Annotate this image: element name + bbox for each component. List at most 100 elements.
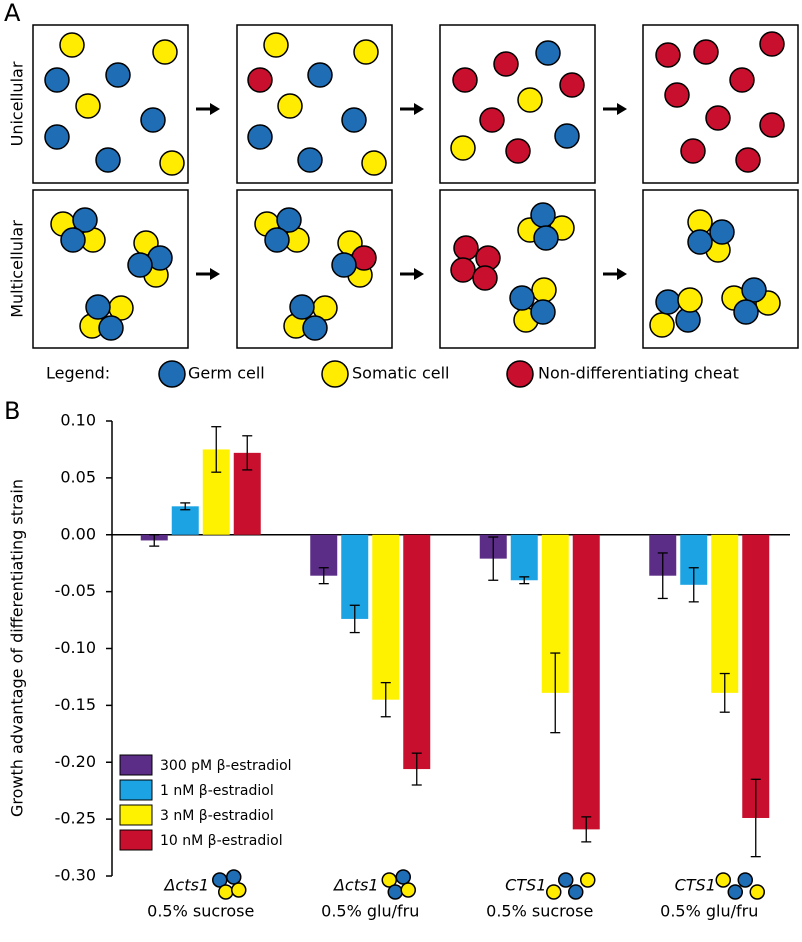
cell bbox=[140, 107, 166, 133]
box bbox=[32, 189, 189, 349]
y-tick-label: 0.05 bbox=[60, 467, 96, 486]
cell bbox=[677, 287, 703, 313]
legend-label: 3 nM β-estradiol bbox=[160, 808, 274, 824]
x-tick-label: CTS1 bbox=[675, 876, 716, 895]
bar bbox=[372, 534, 400, 700]
cell bbox=[517, 87, 543, 113]
legend-item: Somatic cell bbox=[352, 364, 449, 383]
box bbox=[439, 189, 596, 349]
y-tick-label: 0.10 bbox=[60, 411, 96, 430]
cell bbox=[247, 124, 273, 150]
legend-item: Non-differentiating cheat bbox=[538, 364, 739, 383]
y-tick-label: 0.00 bbox=[60, 524, 96, 543]
cell bbox=[554, 123, 580, 149]
cell bbox=[264, 227, 290, 253]
cell bbox=[733, 299, 759, 325]
cell bbox=[400, 882, 416, 898]
cell bbox=[729, 67, 755, 93]
cell bbox=[72, 207, 98, 233]
x-tick-sublabel: 0.5% sucrose bbox=[147, 902, 254, 921]
panel-label: A bbox=[4, 0, 21, 27]
cell bbox=[341, 107, 367, 133]
cell bbox=[472, 265, 498, 291]
cell bbox=[247, 67, 273, 93]
cell bbox=[493, 51, 519, 77]
cell bbox=[387, 884, 403, 900]
cell bbox=[693, 39, 719, 65]
cell bbox=[361, 150, 387, 176]
x-tick-label: Δcts1 bbox=[332, 876, 379, 895]
bar bbox=[572, 534, 600, 830]
x-tick-sublabel: 0.5% glu/fru bbox=[660, 902, 758, 921]
cell bbox=[85, 294, 111, 320]
y-tick-label: -0.15 bbox=[55, 695, 96, 714]
arrow-head bbox=[414, 268, 424, 280]
y-tick-label: -0.20 bbox=[55, 752, 96, 771]
y-tick-label: -0.10 bbox=[55, 638, 96, 657]
bar bbox=[403, 534, 431, 770]
cell bbox=[479, 107, 505, 133]
arrow-head bbox=[617, 268, 627, 280]
cell bbox=[331, 252, 357, 278]
legend-swatch bbox=[119, 754, 153, 776]
cell bbox=[530, 299, 556, 325]
cell bbox=[727, 884, 743, 900]
cell bbox=[735, 147, 761, 173]
x-tick-sublabel: 0.5% sucrose bbox=[486, 902, 593, 921]
cell bbox=[452, 67, 478, 93]
cell bbox=[395, 869, 411, 885]
bar bbox=[742, 534, 770, 818]
cell bbox=[297, 147, 323, 173]
cell bbox=[505, 138, 531, 164]
cell bbox=[276, 207, 302, 233]
y-axis-title: Growth advantage of differentiating stra… bbox=[8, 479, 27, 817]
cell bbox=[687, 229, 713, 255]
x-tick-sublabel: 0.5% glu/fru bbox=[321, 902, 419, 921]
cell bbox=[75, 93, 101, 119]
cell bbox=[277, 93, 303, 119]
cell bbox=[530, 202, 556, 228]
cell bbox=[226, 869, 242, 885]
cell bbox=[98, 315, 124, 341]
cell bbox=[159, 150, 185, 176]
cell bbox=[44, 124, 70, 150]
cell bbox=[44, 67, 70, 93]
cell bbox=[263, 32, 289, 58]
panel-label: B bbox=[4, 397, 20, 425]
cell bbox=[152, 39, 178, 65]
legend-swatch bbox=[119, 804, 153, 826]
box bbox=[439, 24, 596, 184]
x-tick-label: Δcts1 bbox=[162, 876, 209, 895]
bar bbox=[171, 506, 199, 535]
row-label: Unicellular bbox=[8, 61, 27, 146]
cell bbox=[737, 872, 753, 888]
cell bbox=[709, 219, 735, 245]
cell bbox=[535, 40, 561, 66]
cell bbox=[218, 884, 234, 900]
cell bbox=[307, 62, 333, 88]
cell bbox=[509, 285, 535, 311]
cell bbox=[289, 294, 315, 320]
arrow-head bbox=[210, 268, 220, 280]
cell bbox=[546, 884, 562, 900]
legend-label: 1 nM β-estradiol bbox=[160, 783, 274, 799]
y-tick-label: -0.05 bbox=[55, 581, 96, 600]
cell bbox=[453, 235, 479, 261]
cell bbox=[759, 112, 785, 138]
cell bbox=[655, 289, 681, 315]
x-tick-label: CTS1 bbox=[505, 876, 546, 895]
y-tick-label: -0.25 bbox=[55, 809, 96, 828]
cell bbox=[655, 42, 681, 68]
cell bbox=[353, 39, 379, 65]
cell bbox=[302, 315, 328, 341]
cell bbox=[531, 277, 557, 303]
cell bbox=[759, 31, 785, 57]
box bbox=[236, 189, 393, 349]
y-tick-label: -0.30 bbox=[55, 866, 96, 885]
cell bbox=[568, 884, 584, 900]
arrow-head bbox=[210, 103, 220, 115]
cell bbox=[321, 360, 349, 388]
cell bbox=[158, 360, 186, 388]
cell bbox=[715, 872, 731, 888]
cell bbox=[664, 82, 690, 108]
